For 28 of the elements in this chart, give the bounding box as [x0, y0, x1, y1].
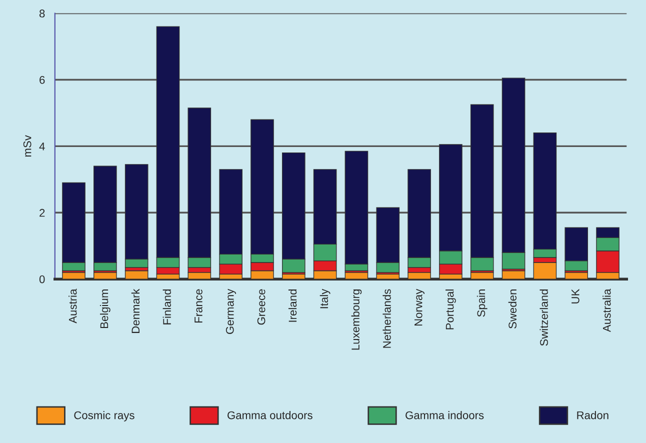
x-tick-label: Ireland: [288, 290, 297, 322]
x-tick-label: Australia: [602, 288, 611, 332]
x-tick-label: Italy: [320, 288, 330, 308]
y-tick-label: 4: [39, 142, 45, 150]
y-tick-label: 0: [39, 275, 45, 284]
legend-label: Gamma indoors: [406, 411, 484, 420]
x-tick-label: Belgium: [100, 290, 110, 328]
x-tick-label: Switzerland: [540, 290, 548, 346]
y-tick-label: 2: [40, 208, 45, 217]
x-tick-label: Luxembourg: [351, 290, 362, 350]
x-tick-label: Sweden: [508, 290, 517, 328]
x-tick-label: UK: [572, 288, 580, 304]
x-tick-label: Greece: [257, 289, 266, 325]
x-tick-label: Denmark: [131, 288, 140, 333]
x-tick-label: Austria: [68, 288, 77, 324]
y-tick-label: 6: [40, 76, 45, 84]
x-tick-label: France: [194, 289, 202, 322]
y-tick-label: 8: [39, 10, 45, 18]
x-tick-label: Spain: [476, 290, 488, 317]
x-tick-label: Norway: [414, 288, 424, 326]
legend-label: Gamma outdoors: [228, 411, 312, 420]
x-tick-label: Germany: [226, 288, 236, 334]
legend-label: Radon: [577, 411, 608, 420]
x-tick-label: Portugal: [446, 290, 456, 330]
x-tick-label: Netherlands: [382, 289, 391, 348]
x-tick-label: Finland: [162, 290, 171, 324]
legend-label: Cosmic rays: [74, 411, 134, 422]
y-axis-title: mSv: [23, 135, 32, 157]
